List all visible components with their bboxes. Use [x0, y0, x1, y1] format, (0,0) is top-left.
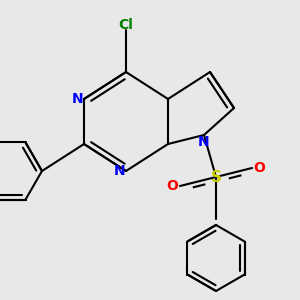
Text: N: N: [72, 92, 83, 106]
Text: Cl: Cl: [118, 18, 134, 32]
Text: O: O: [167, 179, 178, 193]
Text: S: S: [211, 169, 221, 184]
Text: N: N: [198, 136, 210, 149]
Text: O: O: [254, 161, 266, 175]
Text: N: N: [114, 164, 125, 178]
